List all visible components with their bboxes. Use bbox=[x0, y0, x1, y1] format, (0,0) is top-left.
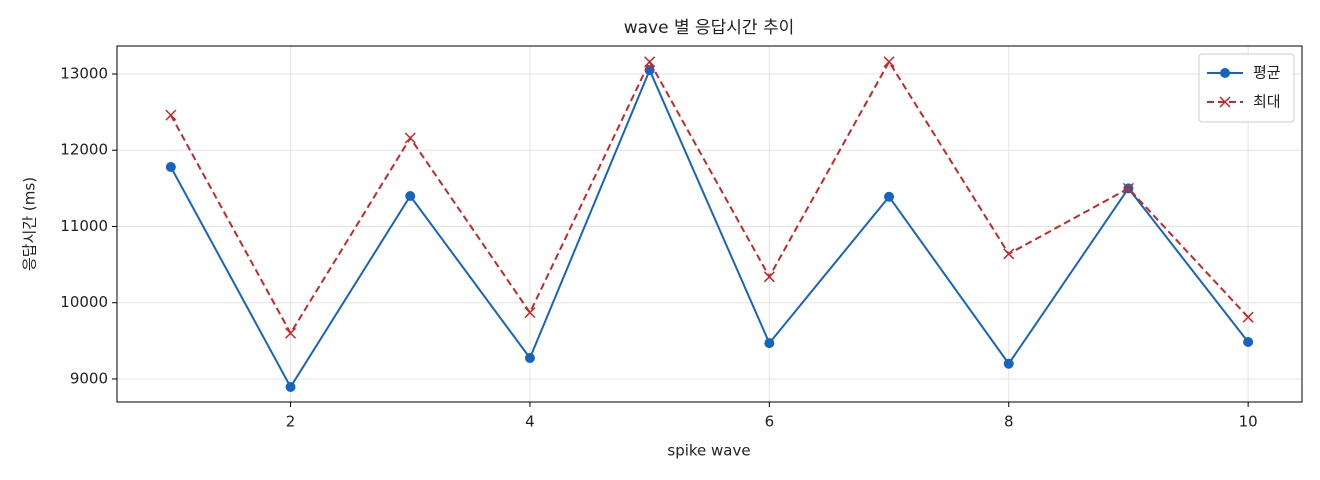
data-point bbox=[1242, 311, 1254, 323]
data-point bbox=[165, 109, 177, 121]
legend-label: 최대 bbox=[1253, 93, 1281, 111]
data-point bbox=[1243, 336, 1254, 347]
y-axis-label: 응답시간 (ms) bbox=[21, 177, 39, 271]
x-tick-label: 6 bbox=[765, 413, 775, 431]
x-axis-label: spike wave bbox=[667, 442, 750, 460]
legend-marker bbox=[1219, 96, 1231, 108]
data-point bbox=[524, 353, 535, 364]
data-point bbox=[644, 56, 656, 68]
y-tick-label: 13000 bbox=[60, 64, 108, 82]
data-point bbox=[883, 56, 895, 68]
data-point bbox=[165, 162, 176, 173]
data-point bbox=[404, 132, 416, 144]
series-line bbox=[169, 67, 1249, 389]
data-point bbox=[763, 271, 775, 283]
chart-title: wave 별 응답시간 추이 bbox=[624, 18, 795, 38]
y-tick-label: 11000 bbox=[60, 217, 108, 235]
series-line bbox=[169, 59, 1249, 336]
x-tick-label: 8 bbox=[1004, 413, 1014, 431]
data-point bbox=[1003, 248, 1015, 260]
data-point bbox=[1122, 182, 1134, 194]
legend-label: 평균 bbox=[1253, 64, 1281, 82]
plot-frame bbox=[116, 45, 1303, 403]
data-point bbox=[764, 338, 775, 349]
data-point bbox=[524, 307, 536, 319]
x-tick-label: 4 bbox=[525, 413, 535, 431]
y-tick-label: 9000 bbox=[70, 369, 108, 387]
y-tick-label: 10000 bbox=[60, 293, 108, 311]
x-tick-label: 2 bbox=[286, 413, 296, 431]
x-tick-label: 10 bbox=[1239, 413, 1258, 431]
data-point bbox=[285, 381, 296, 392]
legend-marker bbox=[1220, 68, 1230, 78]
data-point bbox=[1003, 358, 1014, 369]
data-point bbox=[884, 191, 895, 202]
y-tick-label: 12000 bbox=[60, 141, 108, 159]
data-point bbox=[285, 327, 297, 339]
data-point bbox=[405, 190, 416, 201]
